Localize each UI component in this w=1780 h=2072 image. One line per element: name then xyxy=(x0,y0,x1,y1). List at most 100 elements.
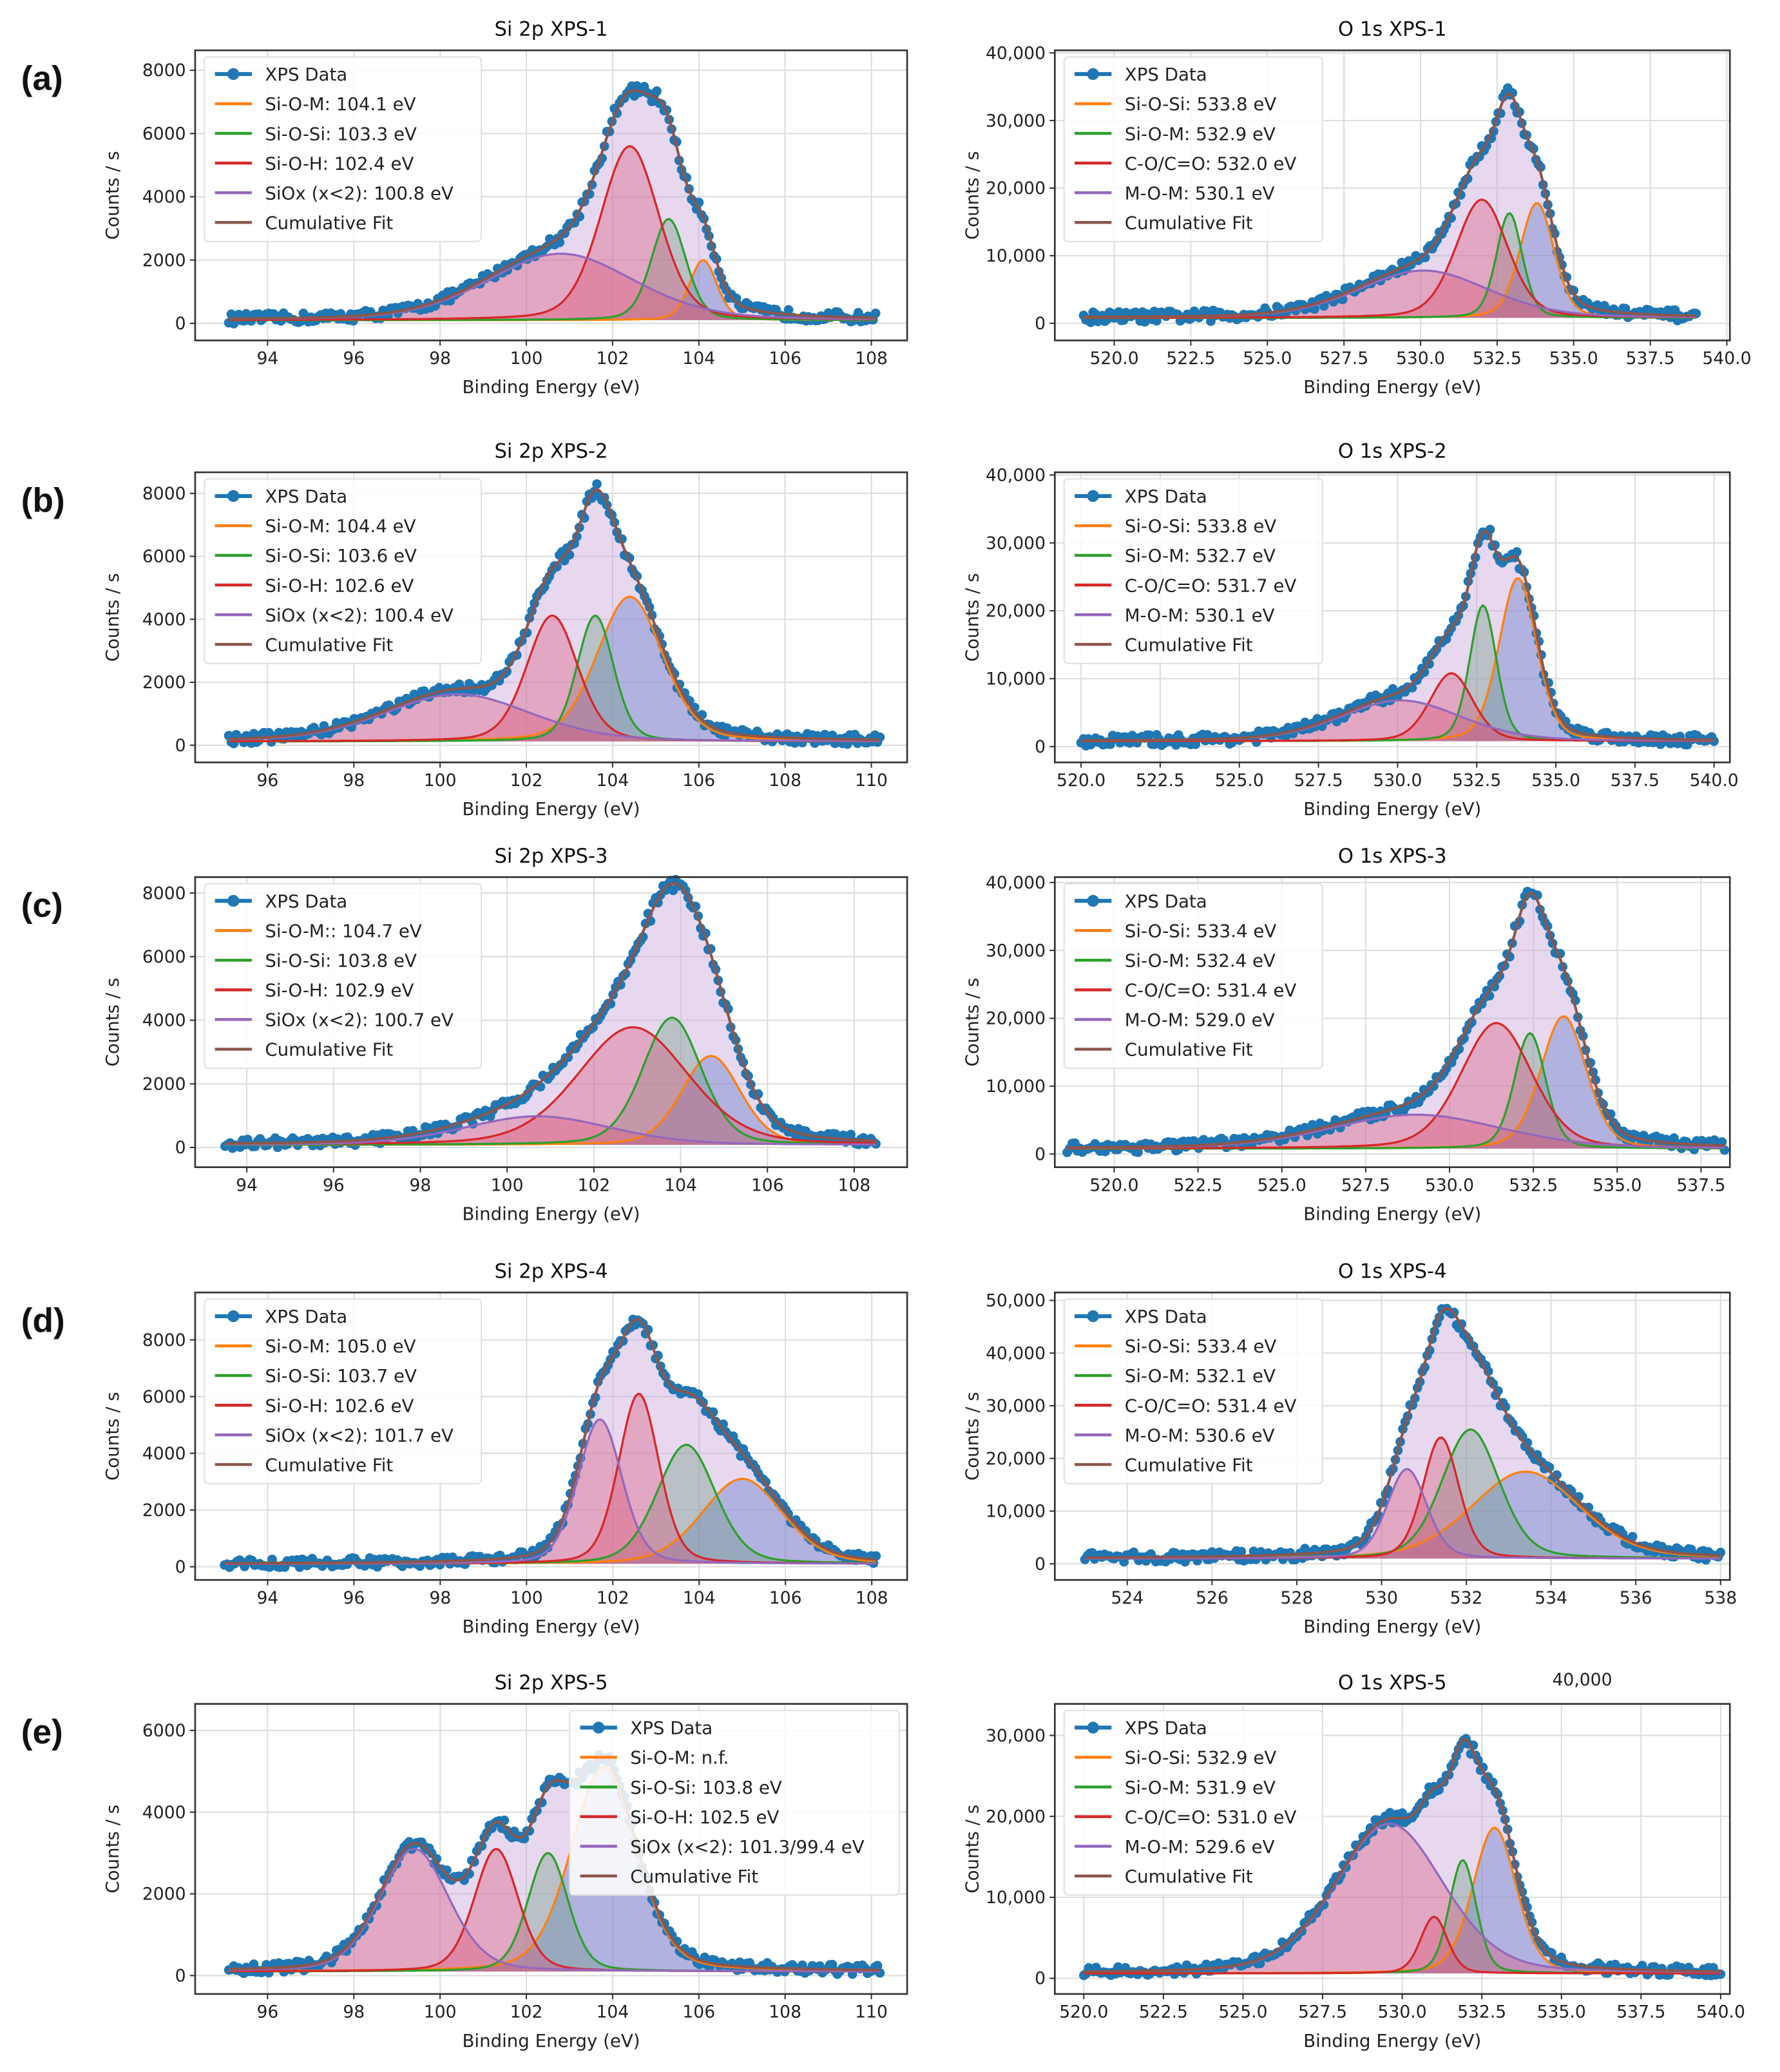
subplot-3: 96 98 100 102 104 106 108 110 0 2000 4000 6000 8000 S… xyxy=(21,441,908,820)
panel-label: (d) xyxy=(21,1301,65,1339)
x-tick-label: 537.5 xyxy=(1616,2002,1665,2022)
x-tick-label: 106 xyxy=(682,2002,715,2022)
x-tick-label: 98 xyxy=(343,771,365,791)
panel-label: (e) xyxy=(21,1713,63,1751)
axes-frame xyxy=(194,49,908,341)
legend-entry: XPS Data xyxy=(1125,64,1207,85)
y-axis-label: Counts / s xyxy=(962,1805,983,1894)
x-tick-label: 532.5 xyxy=(1452,771,1501,791)
data-point xyxy=(563,1052,573,1062)
data-point xyxy=(1489,982,1500,992)
cumulative-fit-fill xyxy=(1067,893,1725,1149)
x-tick-label: 526 xyxy=(1196,1588,1229,1608)
stray-tick-label: 40,000 xyxy=(1552,1670,1612,1690)
data-point xyxy=(1429,1081,1439,1091)
component-line-4 xyxy=(229,1848,880,1973)
y-tick-label: 40,000 xyxy=(986,465,1046,485)
legend-entry: Cumulative Fit xyxy=(1125,1039,1253,1060)
legend-entry: XPS Data xyxy=(1125,1718,1207,1739)
y-tick-label: 0 xyxy=(175,1557,186,1577)
component-fill-1 xyxy=(229,1767,880,1972)
legend-box xyxy=(1063,478,1323,664)
legend-box xyxy=(204,56,483,242)
chart-title: Si 2p XPS-4 xyxy=(494,1261,608,1283)
y-tick-label: 8000 xyxy=(142,1330,186,1350)
y-tick-label: 10,000 xyxy=(986,1502,1046,1522)
legend: XPS Data Si-O-Si: 533.4 eV Si-O-M: 532.1 e… xyxy=(1063,1298,1323,1484)
legend-entry: Si-O-M: 104.1 eV xyxy=(265,93,416,115)
legend-entry: Cumulative Fit xyxy=(265,1454,393,1475)
y-tick-label: 6000 xyxy=(142,547,186,567)
x-tick-label: 525.0 xyxy=(1243,349,1292,369)
y-tick-label: 2000 xyxy=(142,251,186,271)
cumulative-fit-fill xyxy=(1084,1740,1721,1973)
chart-title: Si 2p XPS-3 xyxy=(494,845,608,868)
axes-frame xyxy=(1054,876,1731,1168)
legend-entry: C-O/C=O: 531.7 eV xyxy=(1125,575,1297,596)
x-axis-label: Binding Energy (eV) xyxy=(462,1616,640,1637)
y-tick-label: 10,000 xyxy=(986,669,1046,689)
x-tick-label: 110 xyxy=(855,771,888,791)
x-tick-label: 540.0 xyxy=(1696,2002,1745,2022)
y-tick-label: 0 xyxy=(1035,1969,1046,1989)
x-tick-label: 104 xyxy=(683,1588,716,1608)
legend-entry: Cumulative Fit xyxy=(265,212,393,233)
legend-entry: C-O/C=O: 531.0 eV xyxy=(1125,1807,1297,1828)
x-tick-label: 96 xyxy=(256,2002,278,2022)
legend-entry: SiOx (x<2): 101.7 eV xyxy=(265,1424,454,1446)
legend-entry: XPS Data xyxy=(265,486,347,507)
x-tick-label: 540.0 xyxy=(1702,349,1751,369)
subplot-9: 96 98 100 102 104 106 108 110 0 2000 4000 6000 Si 2p… xyxy=(21,1672,908,2051)
legend-entry: XPS Data xyxy=(265,64,347,85)
cumulative-fit-fill xyxy=(225,883,876,1146)
subplot-8: 524 526 528 530 532 534 536 538 0 10,000 20,000 30,… xyxy=(962,1261,1737,1638)
y-tick-label: 0 xyxy=(1035,737,1046,757)
panel-label: (c) xyxy=(21,887,63,925)
component-line-4 xyxy=(1084,1468,1721,1560)
y-tick-label: 2000 xyxy=(142,1885,186,1904)
y-tick-label: 2000 xyxy=(142,1075,186,1095)
panel-label: (a) xyxy=(21,60,63,98)
x-tick-label: 540.0 xyxy=(1690,771,1739,791)
legend-entry: XPS Data xyxy=(1125,1306,1207,1327)
y-tick-label: 10,000 xyxy=(986,1888,1046,1908)
data-point xyxy=(1144,730,1154,740)
y-axis-label: Counts / s xyxy=(102,1805,123,1894)
legend-entry: XPS Data xyxy=(1125,890,1207,912)
x-tick-label: 100 xyxy=(510,349,543,369)
x-tick-label: 535.0 xyxy=(1537,2002,1586,2022)
component-fill-1 xyxy=(225,1055,876,1146)
axes-frame xyxy=(194,1703,908,1995)
y-tick-label: 8000 xyxy=(142,883,186,903)
y-tick-label: 20,000 xyxy=(986,178,1046,198)
component-fill-3 xyxy=(225,1027,876,1146)
legend: XPS Data Si-O-M: 105.0 eV Si-O-Si: 103.7 e… xyxy=(204,1298,483,1484)
y-tick-label: 0 xyxy=(1035,1144,1046,1164)
cumulative-fit-line xyxy=(228,89,876,320)
legend-entry: Si-O-Si: 103.7 eV xyxy=(265,1365,417,1386)
x-tick-label: 537.5 xyxy=(1676,1175,1725,1195)
legend-entry: Si-O-M: 532.9 eV xyxy=(1125,123,1276,144)
subplot-2: 520.0 522.5 525.0 527.5 530.0 532.5 535.0 537.5… xyxy=(962,19,1752,398)
legend-entry: Si-O-Si: 533.8 eV xyxy=(1125,93,1277,115)
x-tick-label: 102 xyxy=(577,1175,610,1195)
data-point xyxy=(1140,317,1150,327)
x-tick-label: 98 xyxy=(343,2002,365,2022)
legend-entry: Si-O-Si: 103.6 eV xyxy=(265,545,417,566)
y-tick-label: 0 xyxy=(175,1138,186,1158)
cumulative-fit-line xyxy=(1084,1307,1721,1559)
legend-entry: Si-O-H: 102.4 eV xyxy=(265,153,414,174)
subplot-7: 94 96 98 100 102 104 106 108 0 2000 4000 6000 8000 Si… xyxy=(21,1261,908,1637)
x-tick-label: 530 xyxy=(1365,1588,1398,1608)
legend-entry: SiOx (x<2): 100.8 eV xyxy=(265,182,454,204)
y-tick-label: 40,000 xyxy=(986,1343,1046,1363)
legend-entry: Si-O-M: 532.1 eV xyxy=(1125,1365,1276,1386)
x-tick-label: 94 xyxy=(257,1588,279,1608)
x-axis-label: Binding Energy (eV) xyxy=(1303,1616,1481,1637)
legend-entry: Si-O-Si: 533.4 eV xyxy=(1125,920,1277,941)
x-tick-label: 108 xyxy=(855,349,888,369)
x-tick-label: 520.0 xyxy=(1089,1175,1138,1195)
component-fill-1 xyxy=(1083,203,1696,318)
y-tick-label: 40,000 xyxy=(986,873,1046,893)
